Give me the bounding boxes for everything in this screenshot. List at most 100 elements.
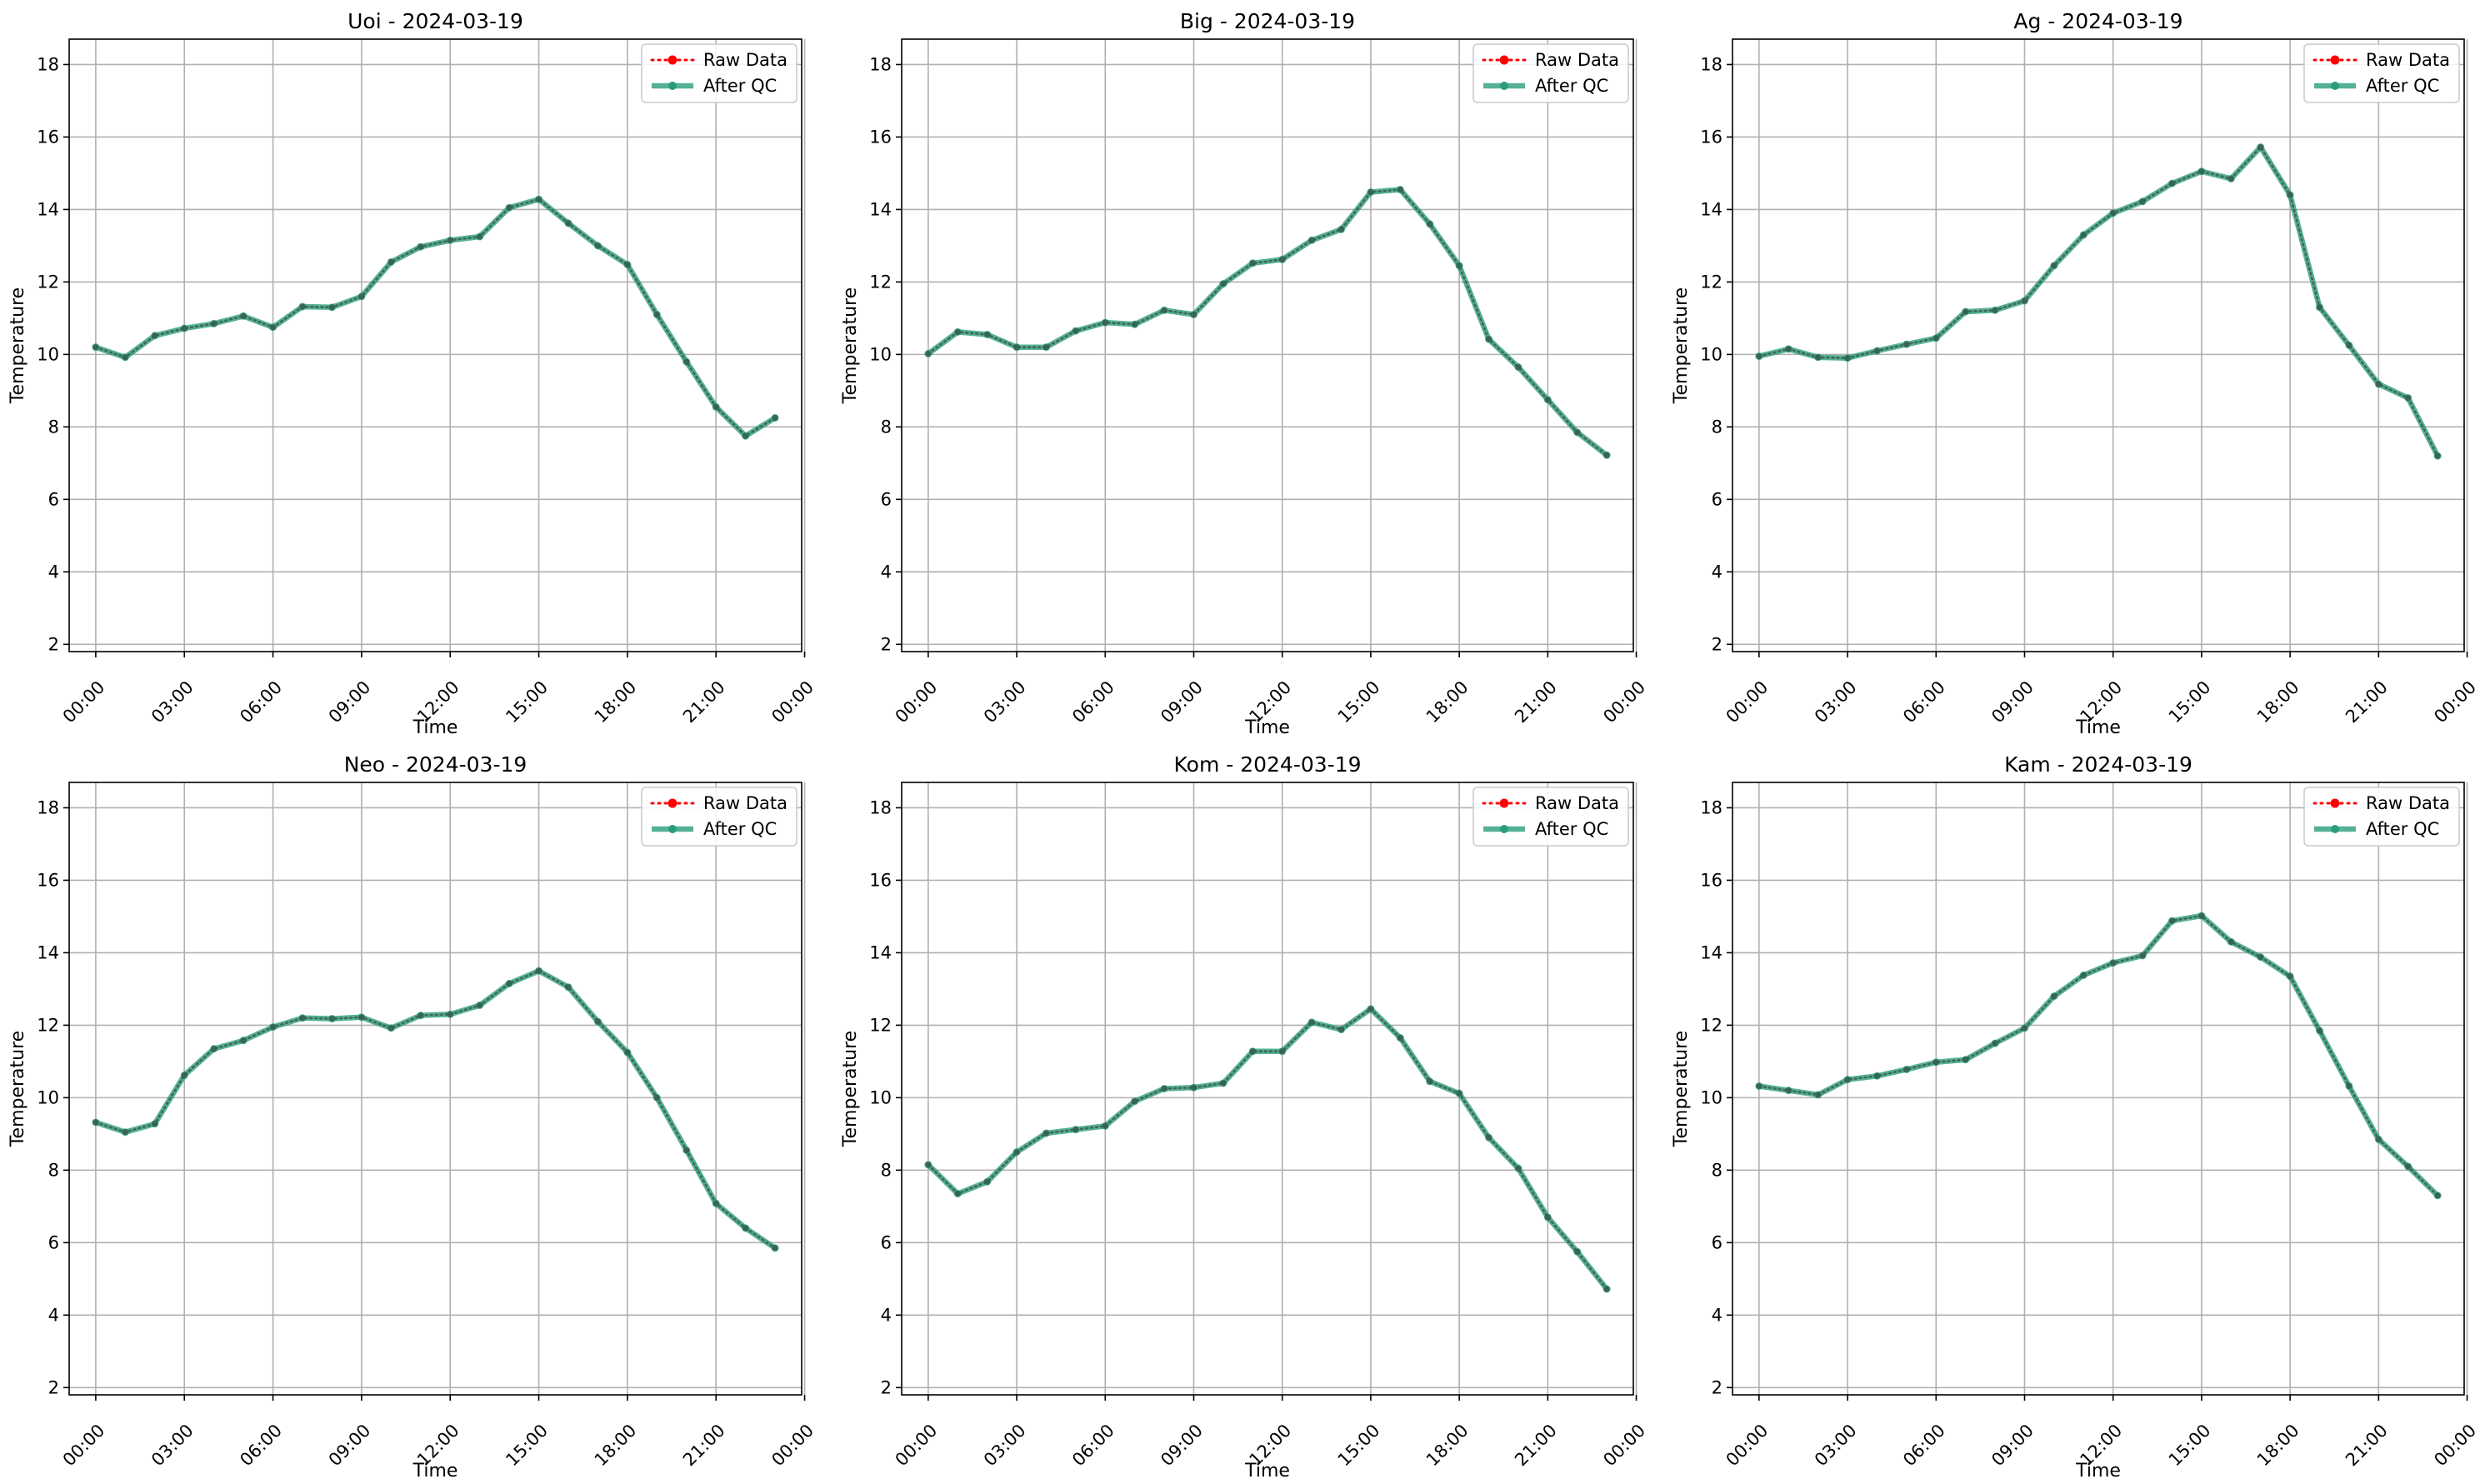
series-line-after-qc	[925, 187, 1610, 458]
chart-title: Big - 2024-03-19	[1180, 9, 1355, 33]
x-tick-label: 00:00	[59, 677, 109, 727]
y-tick-label: 14	[37, 942, 59, 962]
y-tick-label: 12	[37, 1015, 59, 1035]
data-point-raw-data	[1249, 1048, 1256, 1055]
x-tick-label: 15:00	[1334, 1421, 1384, 1471]
data-point-raw-data	[181, 325, 188, 332]
x-tick-label: 03:00	[1811, 1421, 1861, 1471]
data-point-raw-data	[954, 328, 961, 336]
y-tick-label: 16	[869, 127, 892, 147]
data-point-raw-data	[1903, 341, 1910, 347]
data-point-raw-data	[1279, 256, 1286, 263]
y-tick-label: 12	[869, 1015, 892, 1035]
y-tick-label: 6	[1712, 1232, 1722, 1252]
data-point-raw-data	[2198, 912, 2205, 919]
data-point-raw-data	[1427, 1078, 1433, 1085]
y-tick-label: 14	[1700, 199, 1722, 219]
y-tick-label: 8	[1712, 417, 1722, 437]
data-point-raw-data	[1427, 221, 1433, 227]
series-line-raw-data	[1758, 145, 2439, 457]
data-point-raw-data	[742, 432, 749, 439]
y-axis-label: Temperature	[8, 287, 28, 404]
series-line-after-qc	[92, 967, 778, 1252]
data-point-raw-data	[1603, 1286, 1610, 1292]
data-point-raw-data	[1992, 1040, 1998, 1047]
x-tick-label: 18:00	[2253, 1421, 2303, 1471]
y-tick-label: 2	[881, 634, 892, 654]
y-tick-label: 10	[37, 344, 59, 364]
data-point-raw-data	[2316, 1027, 2323, 1034]
y-tick-label: 6	[48, 1232, 59, 1252]
data-point-raw-data	[2287, 192, 2293, 198]
data-point-raw-data	[1962, 308, 1969, 315]
data-point-raw-data	[565, 984, 572, 991]
legend-marker-raw-data	[2330, 55, 2340, 65]
data-point-raw-data	[328, 1015, 336, 1022]
y-tick-label: 6	[881, 1232, 892, 1252]
chart-title: Kam - 2024-03-19	[2004, 752, 2192, 777]
y-axis-label: Temperature	[1671, 287, 1692, 404]
data-point-raw-data	[1368, 188, 1374, 196]
data-point-raw-data	[1932, 1059, 1939, 1066]
data-point-raw-data	[1903, 1066, 1910, 1073]
y-tick-label: 12	[37, 272, 59, 292]
x-tick-label: 21:00	[1511, 677, 1561, 727]
x-tick-label: 09:00	[325, 1421, 375, 1471]
legend: Raw Data After QC	[1472, 787, 1629, 847]
legend-marker-raw-data	[1499, 798, 1509, 808]
legend-label: Raw Data	[1535, 793, 1619, 813]
y-tick-label: 2	[881, 1377, 892, 1397]
legend-label: Raw Data	[703, 50, 788, 70]
x-tick-label: 00:00	[2430, 677, 2480, 727]
legend-marker-after-qc	[2331, 825, 2339, 833]
data-point-raw-data	[2139, 198, 2146, 205]
data-point-raw-data	[683, 358, 690, 365]
chart-title: Ag - 2024-03-19	[2013, 9, 2182, 33]
y-tick-label: 12	[1700, 1015, 1722, 1035]
data-point-raw-data	[535, 967, 542, 974]
data-point-raw-data	[1844, 355, 1851, 362]
data-point-raw-data	[565, 220, 572, 227]
x-axis-label: Time	[412, 1461, 458, 1482]
data-point-raw-data	[1161, 307, 1168, 313]
x-tick-label: 06:00	[1899, 1421, 1949, 1471]
x-tick-label: 21:00	[1511, 1421, 1561, 1471]
data-point-raw-data	[1756, 1082, 1762, 1090]
data-point-raw-data	[2375, 1136, 2382, 1142]
data-point-raw-data	[1574, 429, 1581, 436]
y-tick-label: 10	[1700, 344, 1722, 364]
x-tick-label: 03:00	[148, 677, 198, 727]
x-tick-label: 09:00	[1988, 1421, 2038, 1471]
data-point-raw-data	[122, 354, 128, 361]
data-point-raw-data	[984, 1178, 991, 1185]
y-tick-label: 14	[37, 199, 59, 219]
data-point-raw-data	[2110, 210, 2117, 217]
y-tick-label: 10	[37, 1087, 59, 1107]
data-point-raw-data	[1132, 1098, 1138, 1105]
data-point-raw-data	[742, 1225, 749, 1232]
legend-marker-after-qc	[2331, 82, 2339, 90]
legend-marker-after-qc	[1500, 82, 1508, 90]
x-tick-label: 00:00	[2430, 1421, 2480, 1471]
data-point-raw-data	[1515, 363, 1522, 371]
x-tick-label: 18:00	[591, 1421, 641, 1471]
series-line-raw-data	[1758, 914, 2439, 1197]
data-point-raw-data	[1132, 321, 1138, 327]
x-tick-label: 09:00	[1988, 677, 2038, 727]
axes-frame	[1732, 782, 2465, 1396]
x-axis-label: Time	[2075, 1461, 2121, 1482]
data-point-raw-data	[2021, 1025, 2028, 1032]
data-point-raw-data	[1815, 354, 1822, 361]
data-point-raw-data	[2051, 992, 2058, 1000]
legend: Raw Data After QC	[1472, 43, 1629, 103]
y-tick-label: 18	[1700, 54, 1722, 74]
data-point-raw-data	[1072, 1127, 1079, 1133]
data-point-raw-data	[624, 261, 631, 268]
data-point-raw-data	[1456, 262, 1462, 269]
y-tick-label: 10	[1700, 1087, 1722, 1107]
legend-marker-raw-data	[1499, 55, 1509, 65]
y-axis-label: Temperature	[8, 1031, 28, 1147]
x-tick-label: 00:00	[892, 1421, 942, 1471]
